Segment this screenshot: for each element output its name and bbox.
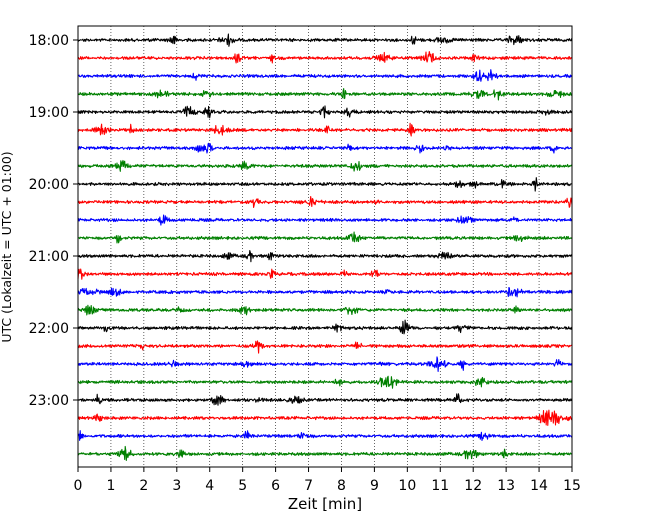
y-tick-label: 20:00 <box>29 177 69 193</box>
x-tick-label: 13 <box>497 478 515 494</box>
trace-line <box>77 159 573 172</box>
y-axis: 18:00 19:00 20:00 21:00 22:00 23:00 <box>29 33 78 409</box>
trace-line <box>77 445 573 462</box>
x-tick-label: 7 <box>304 478 313 494</box>
x-tick-label: 3 <box>172 478 181 494</box>
x-tick-label: 5 <box>238 478 247 494</box>
x-tick-label: 9 <box>370 478 379 494</box>
x-tick-label: 11 <box>431 478 449 494</box>
x-axis: 0 1 2 3 4 5 6 7 8 9 10 11 12 13 14 15 <box>74 467 581 494</box>
x-tick-label: 0 <box>74 478 83 494</box>
plot-frame <box>77 25 573 468</box>
x-tick-label: 6 <box>271 478 280 494</box>
y-tick-label: 19:00 <box>29 105 69 121</box>
trace-line <box>77 196 573 209</box>
trace-line <box>77 304 573 316</box>
x-tick-label: 2 <box>139 478 148 494</box>
trace-line <box>77 268 573 280</box>
y-tick-label: 18:00 <box>29 33 69 49</box>
trace-line <box>77 33 573 47</box>
x-axis-label: Zeit [min] <box>288 495 362 513</box>
trace-line <box>77 105 573 119</box>
trace-line <box>77 286 573 298</box>
trace-line <box>77 142 573 154</box>
y-tick-label: 21:00 <box>29 249 69 265</box>
y-axis-label: UTC (Lokalzeit = UTC + 01:00) <box>0 151 14 342</box>
x-tick-label: 4 <box>205 478 214 494</box>
trace-line <box>77 88 573 101</box>
x-tick-label: 8 <box>337 478 346 494</box>
x-tick-label: 1 <box>106 478 115 494</box>
trace-line <box>77 250 573 263</box>
y-tick-label: 23:00 <box>29 393 69 409</box>
trace-line <box>77 375 573 389</box>
y-tick-label: 22:00 <box>29 321 69 337</box>
trace-line <box>77 214 573 226</box>
x-tick-label: 15 <box>563 478 581 494</box>
trace-line <box>77 393 573 406</box>
trace-line <box>77 340 573 354</box>
x-tick-label: 14 <box>530 478 548 494</box>
trace-line <box>77 177 573 192</box>
x-tick-label: 10 <box>398 478 416 494</box>
trace-line <box>77 356 573 372</box>
trace-line <box>77 69 573 82</box>
trace-line <box>77 122 573 137</box>
trace-line <box>77 51 573 64</box>
plot-background <box>78 26 572 467</box>
trace-line <box>77 319 573 335</box>
trace-line <box>77 409 573 426</box>
seismic-traces <box>77 33 573 462</box>
x-tick-label: 12 <box>464 478 482 494</box>
trace-line <box>77 430 573 441</box>
trace-line <box>77 231 573 244</box>
